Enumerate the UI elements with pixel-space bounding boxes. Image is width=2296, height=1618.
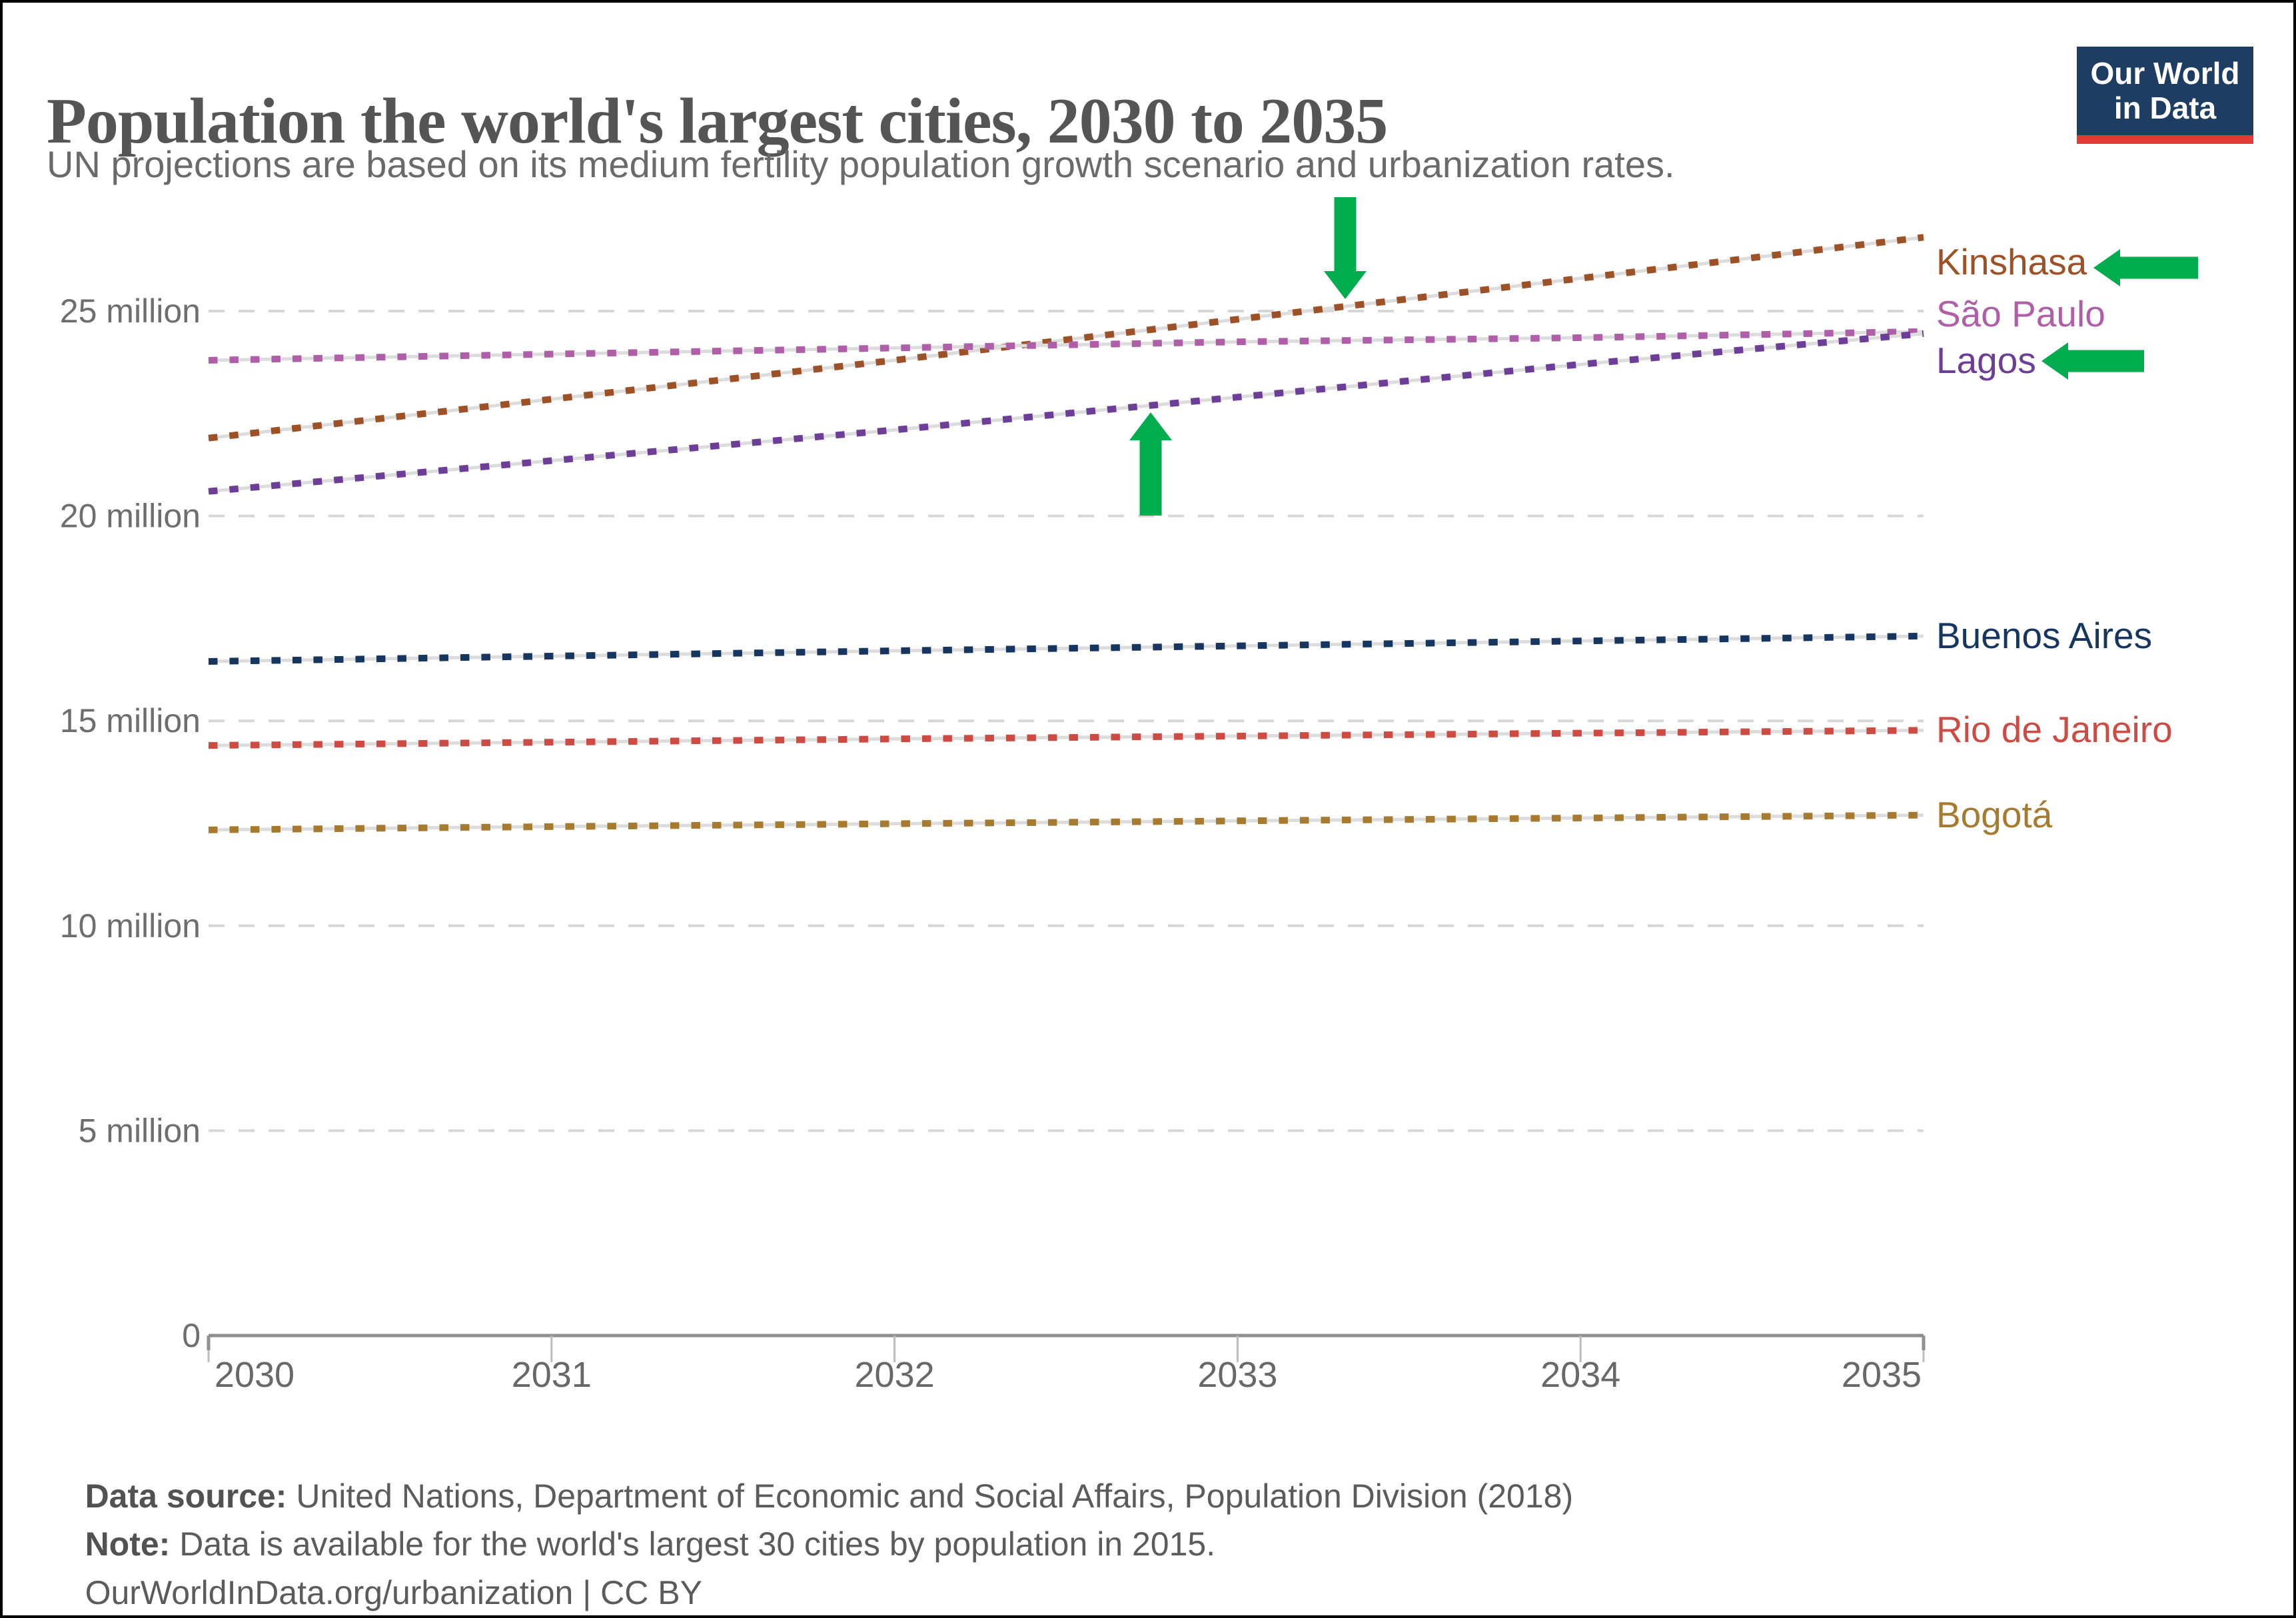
annotation-arrow-up bbox=[1129, 412, 1172, 516]
owid-logo-line1: Our World bbox=[2090, 55, 2240, 91]
owid-logo-red-bar bbox=[2077, 135, 2253, 144]
footer-note-text: Data is available for the world's larges… bbox=[170, 1525, 1216, 1563]
series-label-buenos-aires: Buenos Aires bbox=[1936, 614, 2153, 656]
series-label-sao-paulo: São Paulo bbox=[1936, 292, 2105, 334]
y-axis-label: 0 bbox=[182, 1317, 201, 1354]
series-label-kinshasa: Kinshasa bbox=[1936, 241, 2087, 283]
owid-logo-text: Our World in Data bbox=[2077, 47, 2253, 135]
y-axis-label: 20 million bbox=[60, 498, 201, 535]
footer-data-source: Data source: United Nations, Department … bbox=[48, 1438, 1574, 1554]
annotation-arrow-left bbox=[2093, 249, 2198, 286]
owid-logo: Our World in Data bbox=[2077, 47, 2253, 144]
x-axis-label: 2032 bbox=[855, 1355, 935, 1395]
series-line-buenos-aires bbox=[208, 632, 1924, 665]
footer-note-label: Note: bbox=[85, 1525, 171, 1563]
footer-url-link[interactable]: OurWorldInData.org/urbanization bbox=[85, 1574, 574, 1611]
series-line-rio-de-janeiro bbox=[208, 727, 1924, 749]
footer-license: CC BY bbox=[600, 1574, 702, 1611]
x-axis-label: 2031 bbox=[512, 1355, 592, 1395]
page-title: Population the world's largest cities, 2… bbox=[47, 85, 1388, 157]
annotation-arrow-down bbox=[1324, 197, 1367, 299]
footer-note: Note: Data is available for the world's … bbox=[48, 1486, 1216, 1602]
page-subtitle: UN projections are based on its medium f… bbox=[47, 143, 1675, 185]
chart-plot-area: 25 million 20 million 15 million 10 million… bbox=[60, 197, 2198, 1395]
footer-data-source-label: Data source: bbox=[85, 1477, 287, 1515]
series-line-lagos bbox=[208, 330, 1924, 495]
x-axis-label: 2034 bbox=[1540, 1355, 1620, 1395]
x-axis-label: 2033 bbox=[1197, 1355, 1277, 1395]
y-axis-label: 25 million bbox=[60, 292, 201, 330]
footer-citation: OurWorldInData.org/urbanization | CC BY bbox=[48, 1535, 702, 1615]
y-axis-label: 10 million bbox=[60, 907, 201, 945]
series-label-bogota: Bogotá bbox=[1936, 793, 2053, 835]
y-axis-label: 5 million bbox=[79, 1112, 201, 1149]
series-line-kinshasa bbox=[208, 234, 1924, 442]
series-line-bogota bbox=[208, 811, 1924, 833]
x-axis-label: 2035 bbox=[1842, 1355, 1922, 1395]
series-label-rio-de-janeiro: Rio de Janeiro bbox=[1936, 709, 2173, 751]
series-label-lagos: Lagos bbox=[1936, 339, 2036, 381]
series-line-sao-paulo bbox=[208, 328, 1924, 364]
owid-logo-line2: in Data bbox=[2113, 90, 2217, 125]
footer-data-source-text: United Nations, Department of Economic a… bbox=[287, 1477, 1574, 1515]
annotation-arrow-left bbox=[2041, 342, 2144, 380]
x-axis-label: 2030 bbox=[215, 1355, 294, 1395]
y-axis-label: 15 million bbox=[60, 702, 201, 739]
footer-separator: | bbox=[573, 1574, 601, 1611]
